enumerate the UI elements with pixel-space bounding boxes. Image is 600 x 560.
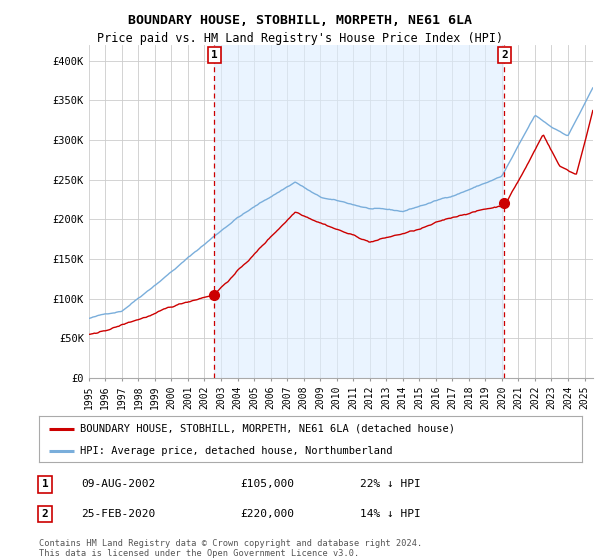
Text: 22% ↓ HPI: 22% ↓ HPI (360, 479, 421, 489)
Text: 14% ↓ HPI: 14% ↓ HPI (360, 509, 421, 519)
Text: HPI: Average price, detached house, Northumberland: HPI: Average price, detached house, Nort… (80, 446, 392, 455)
Text: 2: 2 (41, 509, 49, 519)
Text: Contains HM Land Registry data © Crown copyright and database right 2024.
This d: Contains HM Land Registry data © Crown c… (39, 539, 422, 558)
Bar (214, 45, 505, 378)
Text: BOUNDARY HOUSE, STOBHILL, MORPETH, NE61 6LA: BOUNDARY HOUSE, STOBHILL, MORPETH, NE61 … (128, 14, 472, 27)
Text: 09-AUG-2002: 09-AUG-2002 (81, 479, 155, 489)
Text: Price paid vs. HM Land Registry's House Price Index (HPI): Price paid vs. HM Land Registry's House … (97, 32, 503, 45)
Text: £105,000: £105,000 (240, 479, 294, 489)
Text: 2: 2 (501, 50, 508, 60)
Text: 1: 1 (211, 50, 218, 60)
Text: £220,000: £220,000 (240, 509, 294, 519)
Text: 1: 1 (41, 479, 49, 489)
Text: 25-FEB-2020: 25-FEB-2020 (81, 509, 155, 519)
Text: BOUNDARY HOUSE, STOBHILL, MORPETH, NE61 6LA (detached house): BOUNDARY HOUSE, STOBHILL, MORPETH, NE61 … (80, 424, 455, 434)
